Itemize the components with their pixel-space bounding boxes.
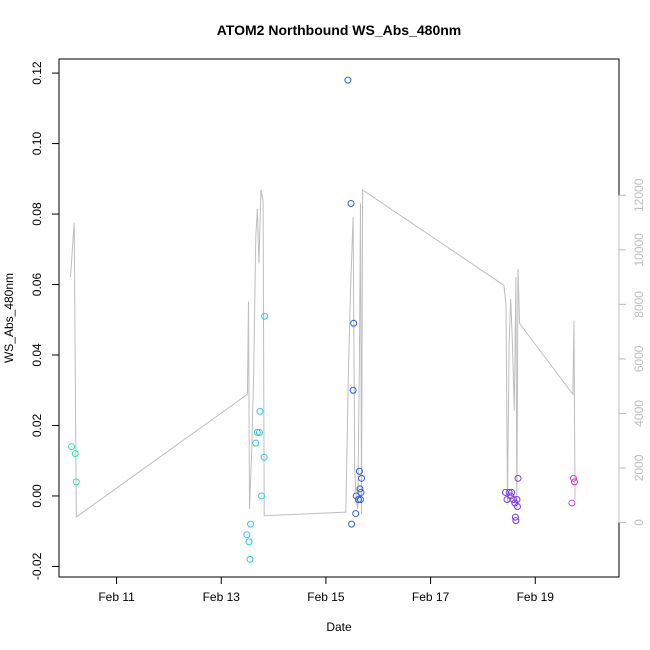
data-point	[344, 76, 352, 84]
data-point	[350, 319, 358, 327]
data-point	[354, 495, 362, 503]
data-point	[513, 503, 521, 511]
chart-title: ATOM2 Northbound WS_Abs_480nm	[217, 22, 462, 38]
data-point	[514, 474, 522, 482]
x-tick-label: Feb 17	[412, 590, 450, 604]
x-tick-label: Feb 13	[203, 590, 241, 604]
data-point	[358, 474, 366, 482]
data-point	[260, 453, 268, 461]
data-point	[72, 478, 80, 486]
data-point	[356, 485, 364, 493]
y2-tick-label: 0	[632, 519, 646, 526]
y-tick-label: -0.02	[30, 552, 44, 580]
y-axis-label: WS_Abs_480nm	[2, 273, 16, 363]
data-point	[349, 386, 357, 394]
data-point	[255, 429, 263, 437]
x-axis-label: Date	[326, 620, 352, 634]
data-point	[356, 495, 364, 503]
x-tick-label: Feb 19	[517, 590, 555, 604]
secondary-line	[70, 188, 576, 518]
data-point	[352, 510, 360, 518]
primary-series-points	[68, 76, 579, 563]
y-tick-label: 0.02	[30, 413, 44, 437]
data-point	[252, 439, 260, 447]
data-point	[509, 495, 517, 503]
data-point	[256, 407, 264, 415]
data-point	[571, 478, 579, 486]
data-point	[352, 492, 360, 500]
data-point	[246, 555, 254, 563]
data-point	[247, 520, 255, 528]
data-point	[71, 450, 79, 458]
data-point	[513, 495, 521, 503]
data-point	[258, 492, 266, 500]
x-tick-label: Feb 11	[98, 590, 135, 604]
data-point	[245, 538, 253, 546]
data-point	[243, 531, 251, 539]
secondary-series-line	[70, 188, 576, 518]
data-point	[68, 443, 76, 451]
data-point	[568, 499, 576, 507]
data-point	[512, 517, 520, 525]
data-point	[253, 429, 261, 437]
data-point	[348, 520, 356, 528]
data-point	[355, 467, 363, 475]
y-tick-label: 0.12	[30, 61, 44, 85]
y-tick-label: 0.00	[30, 484, 44, 508]
data-point	[357, 488, 365, 496]
x-axis: Feb 11 Feb 13 Feb 15 Feb 17 Feb 19	[98, 577, 554, 604]
data-point	[569, 474, 577, 482]
data-point	[505, 488, 513, 496]
data-point	[511, 513, 519, 521]
y-tick-label: 0.10	[30, 132, 44, 156]
secondary-y-axis: 0 2000 4000 6000 8000 10000 12000	[618, 178, 646, 526]
y2-tick-label: 6000	[632, 345, 646, 372]
y-tick-label: 0.04	[30, 343, 44, 367]
y-tick-label: 0.08	[30, 202, 44, 226]
y-tick-label: 0.06	[30, 273, 44, 297]
y2-tick-label: 10000	[632, 233, 646, 267]
data-point	[508, 488, 516, 496]
y2-tick-label: 4000	[632, 400, 646, 427]
y2-tick-label: 8000	[632, 291, 646, 318]
plot-frame	[58, 58, 620, 578]
y-axis: -0.02 0.00 0.02 0.04 0.06 0.08 0.10 0.12	[30, 61, 59, 580]
data-point	[261, 312, 269, 320]
y2-tick-label: 2000	[632, 454, 646, 481]
y2-tick-label: 12000	[632, 178, 646, 212]
x-tick-label: Feb 15	[307, 590, 345, 604]
data-point	[347, 199, 355, 207]
plot-area	[58, 58, 620, 578]
